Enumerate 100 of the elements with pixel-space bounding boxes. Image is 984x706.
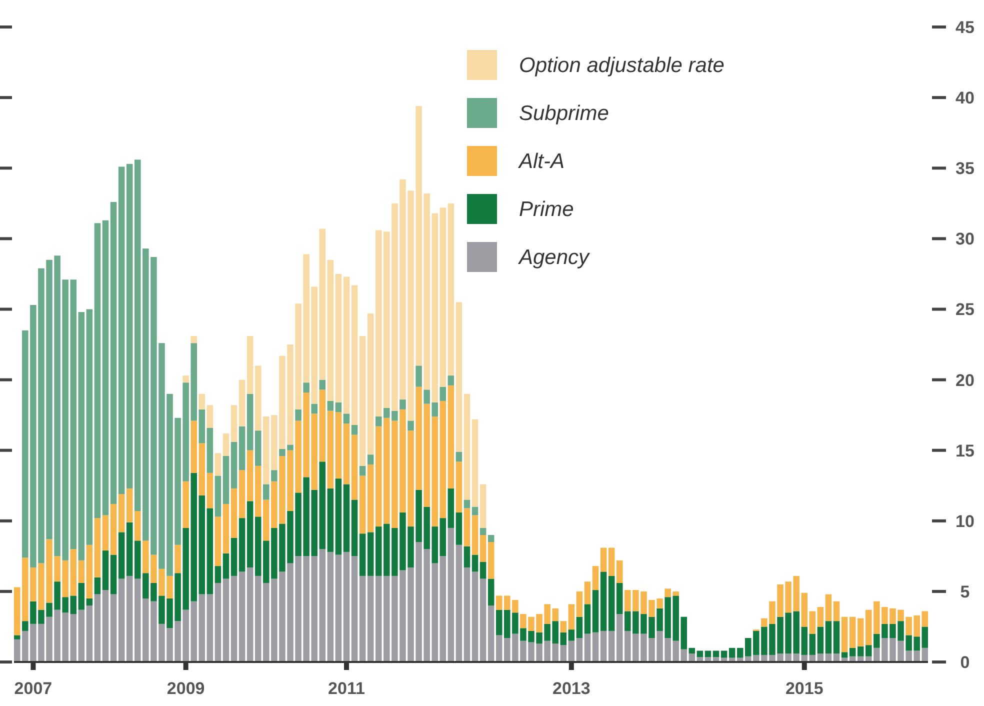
bar [416,366,422,387]
bar [472,419,478,507]
legend-label: Subprime [519,102,609,125]
bar [182,481,189,528]
bar [472,554,478,572]
bar [440,400,446,518]
bar [126,522,133,576]
bar [94,518,101,578]
bar [464,394,470,500]
bar [110,594,117,662]
bar [343,424,350,484]
bar [488,535,494,542]
legend-label: Prime [519,198,574,221]
bar [608,630,615,662]
bar [351,434,358,500]
bar [335,274,342,402]
bar [351,285,358,425]
bar [327,552,334,662]
bar [600,548,607,572]
bar [238,572,246,662]
bar [857,618,864,646]
bar [448,528,454,662]
bar [102,515,109,551]
y-tick-label: 30 [956,230,974,249]
bar [78,312,85,560]
bar [230,538,238,576]
bar [214,476,222,517]
bar [222,553,230,579]
bar [351,500,358,556]
bar [319,549,326,662]
bar [214,566,222,583]
bar [351,556,358,662]
x-tick-label: 2007 [14,679,52,698]
bar [335,412,342,479]
bar [367,454,374,464]
bar [118,494,125,532]
bar [206,405,214,428]
bar [78,560,85,583]
bar [110,554,117,594]
bar [319,380,326,390]
bar [600,572,607,631]
bar [448,376,454,386]
bar [190,420,197,473]
bar [311,404,318,414]
bar [246,336,254,394]
bar [206,428,214,473]
x-tick-label: 2015 [785,679,824,698]
bar [496,596,502,610]
bar [94,594,101,662]
bar [359,534,366,576]
bar [303,382,310,392]
bar [319,228,326,380]
bar [86,606,93,662]
bar [230,405,238,442]
bar [238,380,246,426]
y-tick-label: 0 [960,653,970,672]
bar [238,426,246,470]
bar [833,621,840,654]
bar [464,567,470,662]
bar [327,488,334,552]
bar [343,414,350,424]
bar [359,466,366,476]
bar [367,313,374,455]
y-tick-label: 40 [956,88,974,108]
bar [857,646,864,656]
bar [367,576,374,662]
y-tick-label: 35 [956,159,974,178]
bar [214,453,222,476]
bar [849,616,856,648]
bar [246,450,254,502]
bar [488,578,494,606]
bar [849,648,856,656]
bar [367,464,374,532]
bar [343,484,350,552]
bar [608,548,615,576]
bar [712,650,720,658]
bar [568,630,575,641]
bar [246,567,254,662]
bar [448,488,454,528]
bar [198,409,206,444]
bar [592,566,599,590]
bar [327,400,334,411]
bar [319,390,326,462]
legend-label: Option adjustable rate [519,54,724,77]
bar [480,528,486,535]
bar [190,336,197,344]
bar [198,443,206,496]
bar [488,606,494,662]
bar [841,652,848,658]
bar [456,544,462,662]
bar [94,223,101,518]
bar [576,638,583,662]
bar [480,484,486,528]
bar [246,501,254,568]
bar [833,601,840,622]
bar [584,582,591,604]
bar [118,578,125,662]
bar [110,202,117,504]
bar [359,476,366,534]
bar [230,442,238,488]
